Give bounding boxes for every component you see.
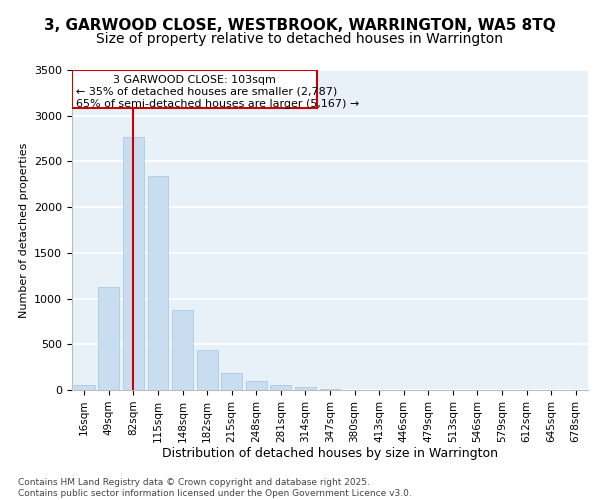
Bar: [98, 286, 119, 390]
Bar: [271, 385, 292, 390]
Text: 3, GARWOOD CLOSE, WESTBROOK, WARRINGTON, WA5 8TQ: 3, GARWOOD CLOSE, WESTBROOK, WARRINGTON,…: [44, 18, 556, 32]
Bar: [246, 381, 267, 390]
Bar: [74, 386, 95, 390]
Bar: [320, 389, 340, 390]
Text: Size of property relative to detached houses in Warrington: Size of property relative to detached ho…: [97, 32, 503, 46]
Bar: [148, 176, 169, 390]
X-axis label: Distribution of detached houses by size in Warrington: Distribution of detached houses by size …: [162, 448, 498, 460]
Bar: [295, 388, 316, 390]
Text: 3 GARWOOD CLOSE: 103sqm: 3 GARWOOD CLOSE: 103sqm: [113, 75, 276, 85]
Bar: [197, 350, 218, 390]
Bar: [123, 136, 144, 390]
Bar: [73, 70, 317, 108]
Y-axis label: Number of detached properties: Number of detached properties: [19, 142, 29, 318]
Text: Contains HM Land Registry data © Crown copyright and database right 2025.
Contai: Contains HM Land Registry data © Crown c…: [18, 478, 412, 498]
Text: ← 35% of detached houses are smaller (2,787): ← 35% of detached houses are smaller (2,…: [76, 87, 337, 97]
Bar: [172, 310, 193, 390]
Text: 65% of semi-detached houses are larger (5,167) →: 65% of semi-detached houses are larger (…: [76, 99, 359, 109]
Bar: [221, 373, 242, 390]
